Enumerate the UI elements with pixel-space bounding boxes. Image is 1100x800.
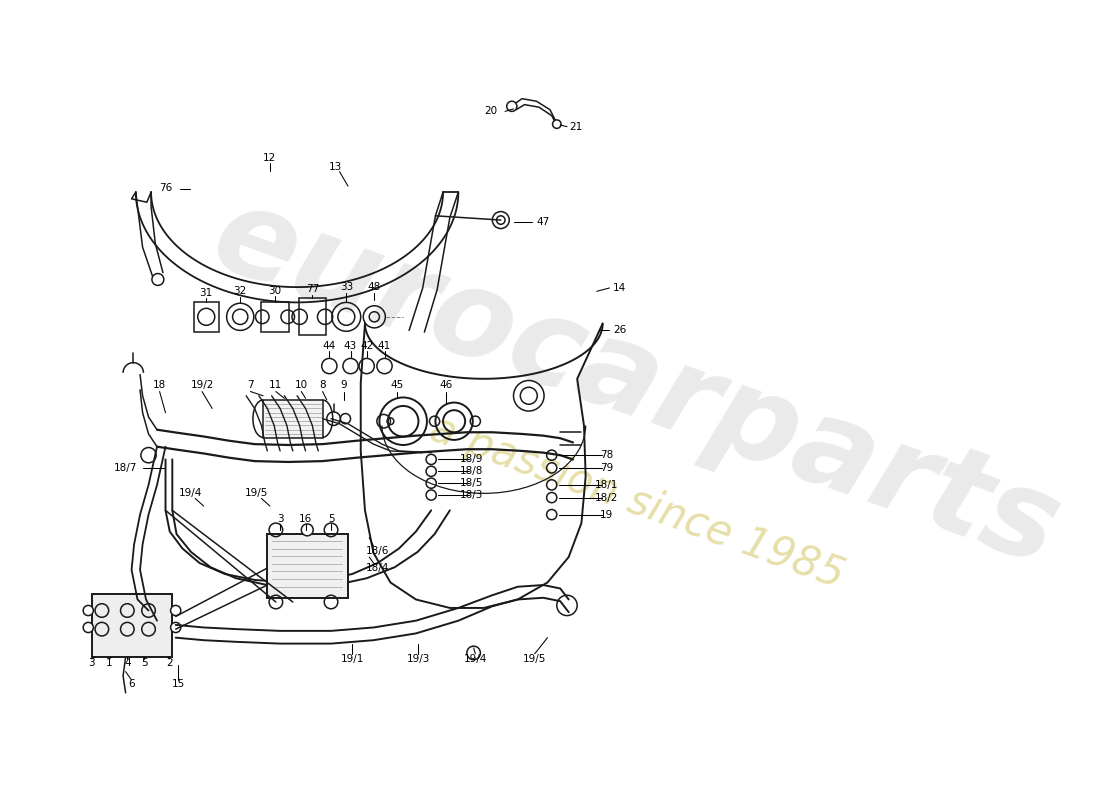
Bar <box>91 594 173 657</box>
Text: 15: 15 <box>172 679 185 690</box>
Bar <box>262 302 288 332</box>
Text: 30: 30 <box>268 286 282 295</box>
Text: 77: 77 <box>306 284 319 294</box>
Text: 13: 13 <box>329 162 342 171</box>
Text: 44: 44 <box>322 341 335 350</box>
Circle shape <box>84 606 94 615</box>
Circle shape <box>152 274 164 286</box>
Text: 1: 1 <box>106 658 112 668</box>
Text: 26: 26 <box>613 326 626 335</box>
Text: 5: 5 <box>141 658 147 668</box>
Text: 18/3: 18/3 <box>460 490 483 500</box>
Text: 18: 18 <box>153 380 166 390</box>
Text: 21: 21 <box>569 122 582 132</box>
Text: 18/9: 18/9 <box>460 454 483 465</box>
Text: 3: 3 <box>277 514 284 524</box>
Text: 32: 32 <box>233 286 246 296</box>
Text: 18/4: 18/4 <box>366 563 389 573</box>
Text: 12: 12 <box>263 153 276 163</box>
Text: 4: 4 <box>124 658 131 668</box>
Text: a passion since 1985: a passion since 1985 <box>424 407 849 597</box>
Bar <box>267 534 348 598</box>
Text: 41: 41 <box>378 341 392 350</box>
Text: 19: 19 <box>601 510 614 519</box>
Text: 43: 43 <box>344 341 358 350</box>
Text: eurocarparts: eurocarparts <box>198 176 1075 590</box>
Text: 19/4: 19/4 <box>463 654 487 664</box>
Text: 31: 31 <box>199 288 213 298</box>
Text: 9: 9 <box>340 380 348 390</box>
Text: 76: 76 <box>158 183 172 193</box>
Text: 48: 48 <box>367 282 381 292</box>
Circle shape <box>552 120 561 128</box>
Circle shape <box>170 622 180 633</box>
Bar <box>299 298 326 335</box>
Text: 18/6: 18/6 <box>366 546 389 556</box>
Bar <box>194 302 219 332</box>
Text: 19/5: 19/5 <box>522 654 547 664</box>
Circle shape <box>466 646 481 660</box>
Circle shape <box>170 606 180 615</box>
Text: 14: 14 <box>613 283 626 293</box>
Text: 78: 78 <box>601 450 614 460</box>
Circle shape <box>301 524 314 536</box>
Circle shape <box>84 622 94 633</box>
Text: 3: 3 <box>88 658 95 668</box>
Text: 19/5: 19/5 <box>244 488 268 498</box>
Text: 19/2: 19/2 <box>190 380 213 390</box>
Text: 79: 79 <box>601 463 614 473</box>
Circle shape <box>507 102 517 111</box>
Text: 18/7: 18/7 <box>114 463 138 473</box>
Text: 8: 8 <box>319 380 326 390</box>
Text: 20: 20 <box>484 106 497 117</box>
Text: 7: 7 <box>248 380 254 390</box>
Text: 5: 5 <box>328 514 334 524</box>
Text: 42: 42 <box>360 341 373 350</box>
Text: 18/8: 18/8 <box>460 466 483 476</box>
Text: 19/4: 19/4 <box>179 488 202 498</box>
Text: 2: 2 <box>166 658 173 668</box>
Text: 46: 46 <box>439 380 452 390</box>
Text: 19/3: 19/3 <box>407 654 430 664</box>
Text: 47: 47 <box>537 217 550 226</box>
Text: 18/5: 18/5 <box>460 478 483 488</box>
Text: 16: 16 <box>299 514 312 524</box>
Text: 45: 45 <box>390 380 404 390</box>
Text: 11: 11 <box>270 380 283 390</box>
Text: 33: 33 <box>340 282 353 292</box>
Text: 10: 10 <box>295 380 308 390</box>
Bar <box>263 400 322 438</box>
Text: 18/2: 18/2 <box>595 493 618 502</box>
Text: 6: 6 <box>129 679 135 690</box>
Text: 18/1: 18/1 <box>595 480 618 490</box>
Text: 19/1: 19/1 <box>341 654 364 664</box>
